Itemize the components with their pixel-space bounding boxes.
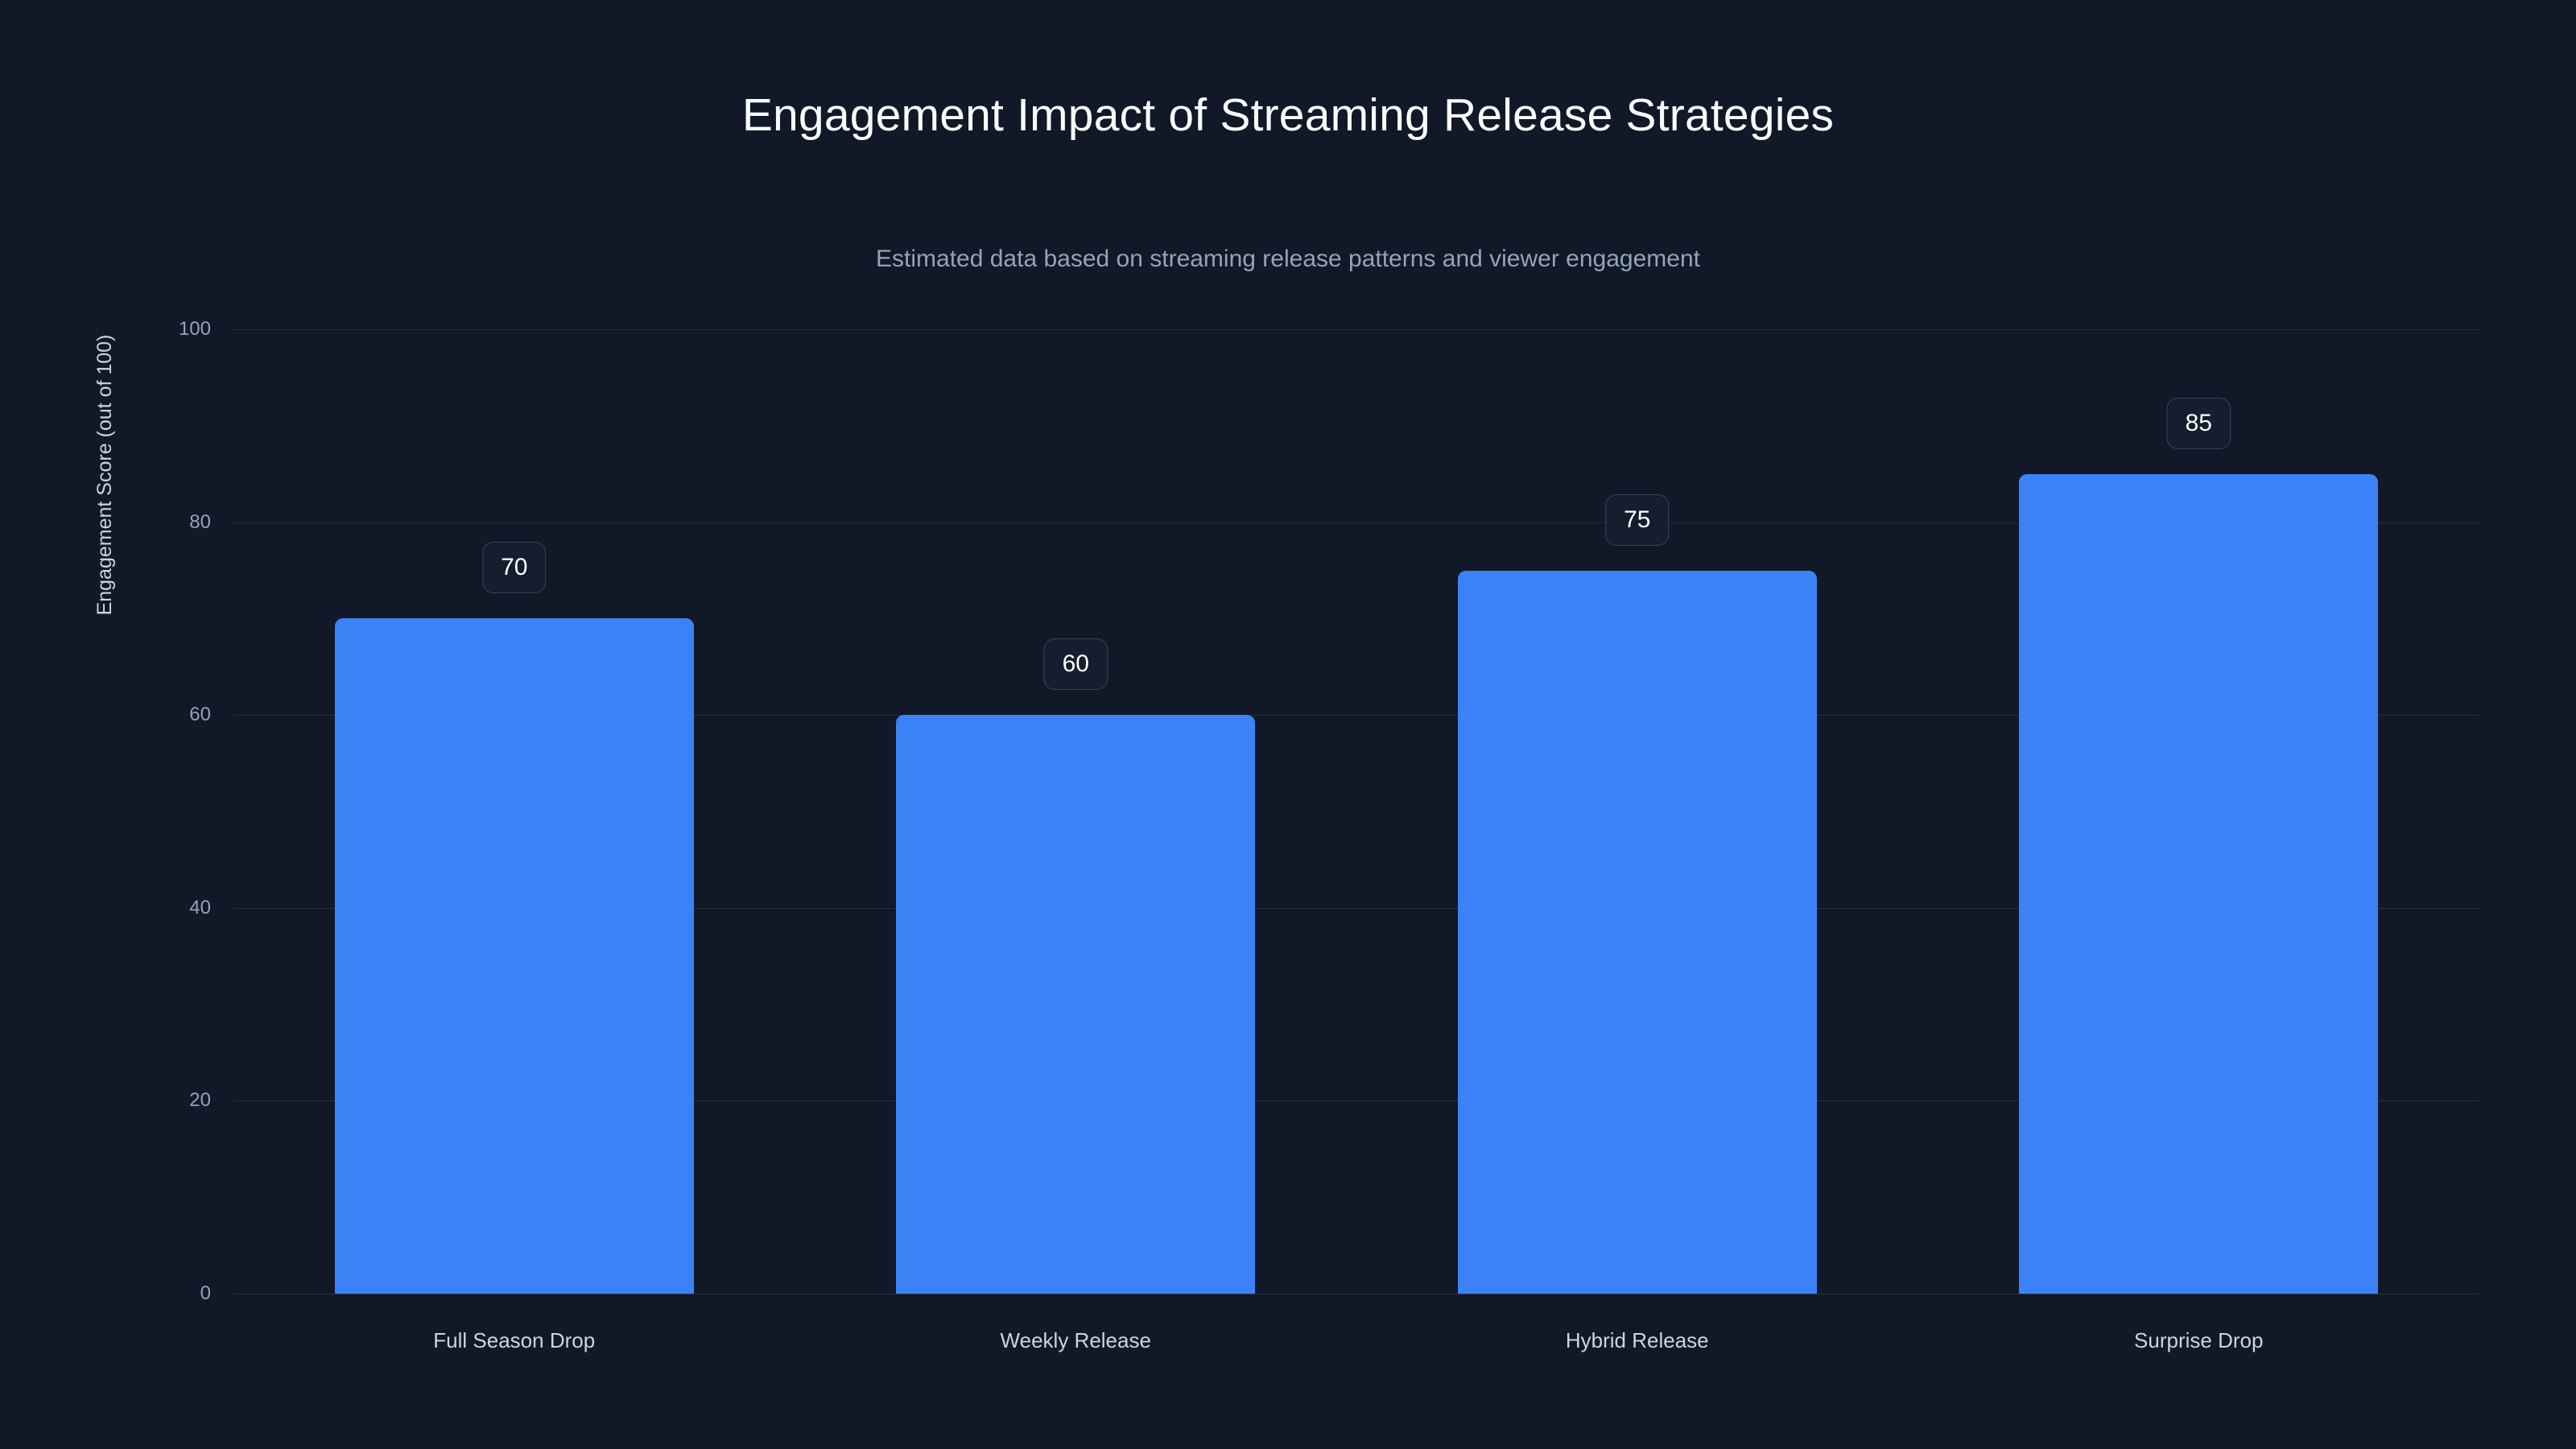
x-tick-label: Hybrid Release (1565, 1328, 1709, 1352)
y-tick-label: 100 (178, 318, 211, 340)
gridline (233, 522, 2479, 523)
y-tick-label: 80 (189, 510, 211, 533)
y-tick-label: 60 (189, 704, 211, 726)
bar[interactable] (1457, 570, 1817, 1294)
bar[interactable] (334, 618, 694, 1294)
x-tick-label: Full Season Drop (433, 1328, 596, 1352)
bar-value-label: 85 (2166, 397, 2231, 449)
y-tick-label: 20 (189, 1089, 211, 1112)
gridline (233, 715, 2479, 716)
bar-value-label: 60 (1043, 638, 1108, 691)
bar-value-label: 70 (482, 542, 547, 594)
gridline (233, 329, 2479, 330)
bar[interactable] (896, 715, 1256, 1294)
y-tick-label: 0 (200, 1282, 211, 1304)
y-axis-title: Engagement Score (out of 100) (93, 334, 116, 616)
plot-area (233, 329, 2479, 1294)
gridline (233, 907, 2479, 909)
chart-title: Engagement Impact of Streaming Release S… (741, 89, 1835, 141)
y-tick-label: 40 (189, 896, 211, 919)
x-tick-label: Weekly Release (1000, 1328, 1151, 1352)
x-tick-label: Surprise Drop (2134, 1328, 2264, 1352)
gridline (233, 1100, 2479, 1102)
bar-value-label: 75 (1605, 493, 1670, 546)
bar[interactable] (2019, 473, 2379, 1294)
chart-subtitle: Estimated data based on streaming releas… (876, 246, 1700, 272)
